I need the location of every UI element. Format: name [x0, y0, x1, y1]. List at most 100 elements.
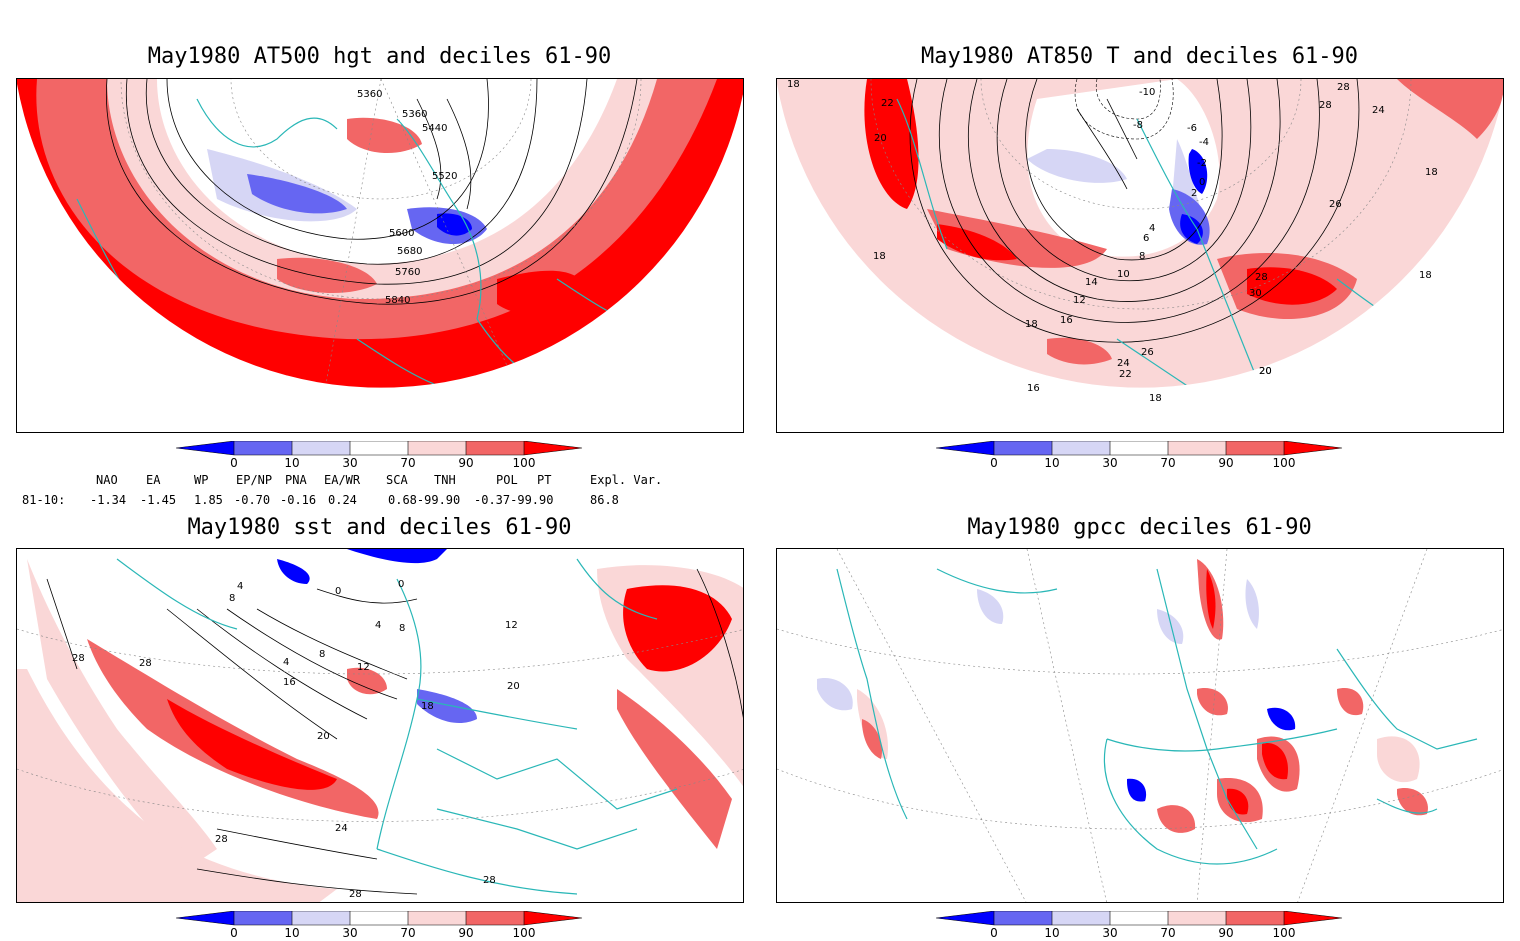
colorbar-tick: 100 — [1272, 926, 1296, 940]
colorbar-top-left: 0 10 30 70 90 100 — [176, 441, 586, 471]
t850-contour-label: 4 — [1149, 223, 1155, 234]
map-hgt500-svg: 5360 5360 5440 5520 5600 5680 5760 5840 — [17, 79, 743, 388]
sst-contour-label: 24 — [335, 823, 348, 834]
index-header: EA — [146, 473, 161, 487]
t850-contour-label: 20 — [874, 133, 887, 144]
t850-contour-label: 26 — [1141, 347, 1154, 358]
t850-contour-label: 22 — [1119, 369, 1132, 380]
colorbar-tick: 100 — [512, 456, 536, 470]
index-value: 86.8 — [590, 493, 619, 507]
t850-contour-label: 22 — [881, 98, 894, 109]
index-value: 1.85 — [194, 493, 223, 507]
t850-contour-label: 18 — [873, 251, 886, 262]
colorbar-tick: 30 — [342, 926, 358, 940]
sst-contour-label: 4 — [375, 620, 381, 631]
t850-red-west — [864, 79, 919, 209]
index-header: EA/WR — [324, 473, 361, 487]
index-header: WP — [194, 473, 209, 487]
t850-contour-label: 16 — [1060, 315, 1073, 326]
colorbar-tick: 90 — [458, 926, 474, 940]
t850-contour-label: 24 — [1372, 105, 1385, 116]
sst-contour-label: 16 — [283, 677, 296, 688]
sst-light-red-south — [17, 669, 337, 902]
index-header: SCA — [386, 473, 408, 487]
t850-contour-label: 18 — [1025, 319, 1038, 330]
sst-contour-label: 28 — [139, 658, 152, 669]
index-value: -0.37-99.90 — [474, 493, 554, 507]
hgt500-red-patch-east — [497, 270, 587, 314]
t850-contour-label: 20 — [1259, 366, 1272, 377]
sst-contour-label: 28 — [483, 875, 496, 886]
colorbar-tick: 30 — [1102, 456, 1118, 470]
t850-light-blue-west — [1027, 149, 1127, 183]
colorbar-tick: 10 — [1044, 456, 1060, 470]
map-t850-svg: 18 22 20 -10 -8 -6 -4 -2 0 2 4 6 8 10 12… — [777, 79, 1503, 404]
colorbar-tick: 10 — [284, 456, 300, 470]
sst-mid-blue-med — [417, 689, 477, 724]
colorbar-tick: 100 — [512, 926, 536, 940]
panel-title-sst: May1980 sst and deciles 61-90 — [187, 515, 572, 540]
colorbar-tick: 10 — [1044, 926, 1060, 940]
t850-dark-red-atlantic — [937, 224, 1017, 261]
sst-mid-red-pacific — [617, 689, 732, 849]
sst-red-patch-eu — [347, 667, 387, 695]
map-sst-svg: 28 28 8 4 0 0 4 8 12 4 8 16 12 20 18 20 … — [17, 549, 743, 902]
index-header: TNH — [434, 473, 456, 487]
index-header: POL — [496, 473, 518, 487]
panel-title-gpcc: May1980 gpcc deciles 61-90 — [967, 515, 1312, 540]
t850-contour-label: 18 — [1425, 167, 1438, 178]
t850-contour-label: 18 — [1419, 270, 1432, 281]
hgt500-contour-label: 5520 — [432, 171, 457, 182]
t850-contour-label: 0 — [1199, 177, 1205, 188]
t850-contour-label: 2 — [1191, 188, 1197, 199]
index-value: -1.45 — [140, 493, 177, 507]
colorbar-tick: 30 — [342, 456, 358, 470]
t850-contour-label: 26 — [1329, 199, 1342, 210]
sst-contour-label: 20 — [317, 731, 330, 742]
t850-contour-label: 24 — [1117, 358, 1130, 369]
colorbar-tick: 70 — [1160, 926, 1176, 940]
index-row-label: 81-10: — [22, 493, 66, 507]
t850-contour-label: 20 — [1259, 366, 1272, 377]
hgt500-contour-label: 5680 — [397, 246, 422, 257]
sst-contour-label: 12 — [505, 620, 518, 631]
sst-dark-blue-hudson — [277, 559, 310, 584]
hgt500-contour-label: 5440 — [422, 123, 447, 134]
sst-contour-label: 28 — [215, 834, 228, 845]
panel-title-t850: May1980 AT850 T and deciles 61-90 — [920, 44, 1359, 69]
colorbar-tick: 0 — [230, 926, 238, 940]
t850-contour-label: 12 — [1073, 295, 1086, 306]
panel-title-hgt500: May1980 AT500 hgt and deciles 61-90 — [147, 44, 612, 69]
colorbar-tick: 0 — [990, 926, 998, 940]
colorbar-tick: 10 — [284, 926, 300, 940]
sst-dark-blue-arctic — [347, 549, 447, 564]
hgt500-contour-label: 5360 — [357, 89, 382, 100]
colorbar-bottom-right: 0 10 30 70 90 100 — [936, 911, 1346, 941]
sst-contour-label: 28 — [72, 653, 85, 664]
hgt500-contour-label: 5360 — [402, 109, 427, 120]
sst-contour-label: 8 — [399, 623, 405, 634]
t850-dark-blue-north — [1188, 149, 1208, 194]
t850-contour-label: -8 — [1133, 120, 1143, 131]
colorbar-top-right: 0 10 30 70 90 100 — [936, 441, 1346, 471]
t850-contour-label: 16 — [1027, 383, 1040, 394]
sst-contour-label: 12 — [357, 662, 370, 673]
colorbar-tick: 90 — [1218, 926, 1234, 940]
t850-contour-label: 28 — [1319, 100, 1332, 111]
sst-contour-label: 4 — [237, 581, 243, 592]
t850-contour-label: -4 — [1199, 137, 1209, 148]
t850-red-pacific — [1397, 79, 1503, 139]
sst-light-red-gulfstream — [27, 559, 217, 869]
map-hgt500: 5360 5360 5440 5520 5600 5680 5760 5840 — [16, 78, 744, 433]
index-header: PNA — [285, 473, 307, 487]
t850-contour-label: 28 — [1255, 272, 1268, 283]
t850-contour-label: 30 — [1249, 288, 1262, 299]
colorbar-tick: 70 — [1160, 456, 1176, 470]
index-value: -0.16 — [280, 493, 317, 507]
colorbar-tick: 30 — [1102, 926, 1118, 940]
colorbar-tick: 100 — [1272, 456, 1296, 470]
t850-contour-label: 6 — [1143, 233, 1149, 244]
t850-red-south — [1047, 337, 1112, 365]
index-header: NAO — [96, 473, 118, 487]
index-header: Expl. Var. — [590, 473, 663, 487]
